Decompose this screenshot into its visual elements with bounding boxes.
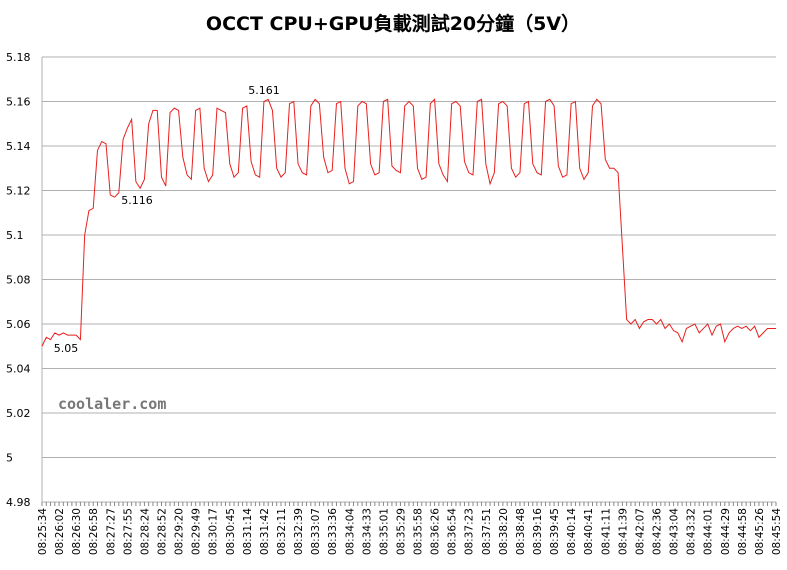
y-tick-label: 5.16	[6, 96, 31, 109]
y-tick-label: 5.18	[6, 51, 31, 64]
x-tick-label: 08:32:11	[276, 508, 288, 555]
x-tick-label: 08:29:49	[191, 508, 203, 555]
x-tick-label: 08:42:36	[652, 508, 664, 555]
x-tick-label: 08:33:36	[327, 508, 339, 555]
x-tick-label: 08:42:07	[634, 508, 646, 555]
x-tick-label: 08:28:24	[139, 508, 151, 555]
x-tick-label: 08:27:55	[122, 508, 134, 555]
x-tick-label: 08:37:51	[481, 508, 493, 555]
y-tick-label: 5.1	[6, 229, 24, 242]
x-tick-label: 08:33:07	[310, 508, 322, 555]
y-tick-label: 5	[6, 452, 13, 465]
x-tick-label: 08:34:33	[361, 508, 373, 555]
x-tick-label: 08:39:45	[549, 508, 561, 555]
x-tick-label: 08:34:04	[344, 508, 356, 555]
x-tick-label: 08:36:54	[447, 508, 459, 555]
x-tick-label: 08:31:14	[242, 508, 254, 555]
watermark: coolaler.com	[58, 395, 166, 413]
x-tick-label: 08:31:42	[259, 508, 271, 555]
x-tick-label: 08:27:27	[105, 508, 117, 555]
data-line	[41, 98, 776, 347]
x-tick-label: 08:32:39	[293, 508, 305, 555]
annotation: 5.05	[54, 342, 79, 355]
x-tick-label: 08:25:34	[37, 508, 49, 555]
x-tick-label: 08:43:32	[686, 508, 698, 555]
x-tick-label: 08:35:29	[395, 508, 407, 555]
x-tick-label: 08:30:17	[208, 508, 220, 555]
chart-title: OCCT CPU+GPU負載測試20分鐘（5V）	[206, 12, 580, 35]
x-tick-label: 08:26:02	[54, 508, 66, 555]
x-tick-label: 08:35:58	[413, 508, 425, 555]
y-tick-label: 5.06	[6, 318, 31, 331]
y-tick-label: 5.02	[6, 407, 31, 420]
x-tick-label: 08:40:14	[566, 508, 578, 555]
x-tick-label: 08:26:58	[88, 508, 100, 555]
y-tick-label: 5.08	[6, 274, 31, 287]
annotation: 5.116	[121, 194, 153, 207]
x-tick-label: 08:38:20	[498, 508, 510, 555]
y-tick-label: 5.04	[6, 363, 31, 376]
x-tick-label: 08:43:04	[669, 508, 681, 555]
x-tick-label: 08:41:39	[617, 508, 629, 555]
y-tick-label: 5.12	[6, 185, 31, 198]
x-tick-label: 08:36:26	[430, 508, 442, 555]
x-tick-label: 08:45:26	[754, 508, 766, 555]
x-tick-label: 08:44:58	[737, 508, 749, 555]
x-tick-label: 08:35:01	[378, 508, 390, 555]
x-tick-label: 08:37:23	[464, 508, 476, 555]
y-tick-label: 4.98	[6, 496, 31, 509]
x-tick-label: 08:41:11	[600, 508, 612, 555]
x-tick-label: 08:30:45	[225, 508, 237, 555]
x-tick-label: 08:29:20	[174, 508, 186, 555]
annotation: 5.161	[248, 84, 280, 97]
x-tick-label: 08:44:29	[720, 508, 732, 555]
x-tick-label: 08:26:30	[71, 508, 83, 555]
x-tick-label: 08:45:54	[771, 508, 783, 555]
x-tick-label: 08:39:16	[532, 508, 544, 555]
x-tick-label: 08:38:48	[515, 508, 527, 555]
x-tick-label: 08:40:41	[583, 508, 595, 555]
y-tick-label: 5.14	[6, 140, 31, 153]
x-tick-label: 08:28:52	[156, 508, 168, 555]
x-tick-label: 08:44:01	[703, 508, 715, 555]
